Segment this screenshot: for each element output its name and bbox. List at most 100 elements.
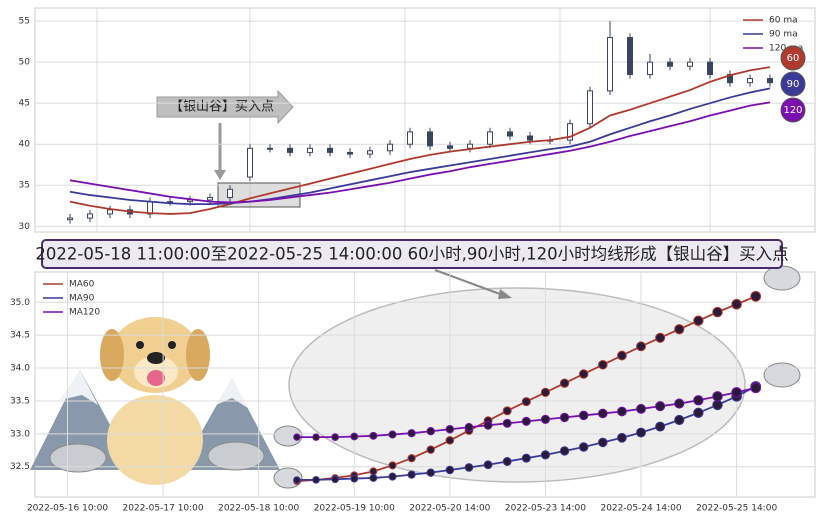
ma-point bbox=[578, 410, 589, 421]
ma-point bbox=[636, 403, 646, 414]
ma-point bbox=[693, 315, 704, 326]
ma-point bbox=[636, 341, 646, 352]
candle-body bbox=[487, 131, 493, 145]
ma-point bbox=[655, 421, 666, 432]
ma-point bbox=[750, 290, 762, 302]
ma-point bbox=[731, 387, 742, 398]
y-tick-label: 40 bbox=[19, 140, 31, 150]
end-badge-label: 120 bbox=[783, 105, 802, 116]
y-tick-label: 33.0 bbox=[10, 429, 30, 439]
ma-point bbox=[464, 422, 474, 432]
ma-point bbox=[369, 431, 378, 440]
x-tick-label: 2022-05-24 14:00 bbox=[600, 504, 681, 514]
candle-body bbox=[67, 217, 73, 221]
ma-point bbox=[559, 378, 570, 388]
ma-point bbox=[407, 429, 416, 438]
ma-line bbox=[69, 66, 771, 215]
down-arrow-head bbox=[214, 170, 226, 180]
annotation-arrow bbox=[156, 89, 294, 125]
ma-point bbox=[540, 450, 551, 460]
candle-body bbox=[467, 143, 473, 149]
candle-body bbox=[567, 123, 573, 141]
ma-point bbox=[712, 391, 723, 402]
candle-body bbox=[367, 150, 373, 155]
ma-point bbox=[559, 446, 570, 456]
ma-point bbox=[388, 461, 397, 470]
candle-body bbox=[407, 131, 413, 145]
y-tick-label: 35.0 bbox=[10, 298, 30, 308]
legend-label: 60 ma bbox=[769, 16, 798, 26]
ma-point bbox=[617, 432, 627, 443]
legend-label: MA120 bbox=[69, 308, 100, 318]
x-tick-label: 2022-05-25 14:00 bbox=[696, 504, 777, 514]
x-tick-label: 2022-05-16 10:00 bbox=[27, 504, 108, 514]
ma-point bbox=[521, 416, 531, 426]
candle-body bbox=[767, 78, 773, 84]
ma-point bbox=[407, 454, 416, 463]
ma-point bbox=[502, 457, 512, 466]
ma-point bbox=[540, 387, 551, 398]
ma-point bbox=[655, 332, 666, 343]
ma-point bbox=[388, 472, 397, 481]
ma-point bbox=[426, 445, 435, 454]
ma-point bbox=[693, 395, 704, 406]
ma-point bbox=[445, 424, 455, 434]
candle-body bbox=[107, 209, 113, 215]
end-badge-label: 90 bbox=[787, 79, 800, 90]
ma-point bbox=[331, 433, 339, 441]
legend-label: 90 ma bbox=[769, 30, 798, 40]
ma-point bbox=[483, 460, 493, 470]
ma-point bbox=[636, 427, 646, 438]
x-tick-label: 2022-05-18 10:00 bbox=[218, 504, 299, 514]
ma-point bbox=[331, 475, 339, 484]
ma-point bbox=[559, 412, 570, 423]
x-tick-label: 2022-05-17 10:00 bbox=[123, 504, 204, 514]
ma-point bbox=[597, 437, 608, 448]
candle-body bbox=[527, 135, 533, 141]
pointer-arrow bbox=[434, 269, 509, 298]
end-badge bbox=[780, 45, 806, 71]
ma-point bbox=[350, 474, 359, 483]
legend-label: MA90 bbox=[69, 294, 95, 304]
end-badge bbox=[780, 71, 806, 97]
y-tick-label: 55 bbox=[19, 17, 30, 27]
x-tick-label: 2022-05-19 10:00 bbox=[314, 504, 395, 514]
ma-point bbox=[674, 324, 685, 335]
candle-body bbox=[387, 143, 393, 152]
ma-point bbox=[597, 408, 608, 419]
ma-point bbox=[750, 382, 762, 394]
y-tick-label: 34.5 bbox=[10, 331, 30, 341]
candle-body bbox=[607, 37, 613, 92]
y-tick-label: 35 bbox=[19, 181, 30, 191]
legend-label: MA60 bbox=[69, 280, 95, 290]
ma-point bbox=[502, 406, 512, 416]
annotation: 【银山谷】买入点 bbox=[170, 100, 274, 115]
candle-body bbox=[667, 61, 673, 67]
ma-point bbox=[388, 430, 397, 439]
x-tick-label: 2022-05-23 14:00 bbox=[505, 504, 586, 514]
ma-point bbox=[617, 350, 627, 361]
ma-point bbox=[350, 432, 359, 441]
ma-point bbox=[312, 476, 320, 484]
ma-point bbox=[693, 407, 704, 418]
ma-point bbox=[578, 369, 589, 379]
y-tick-label: 33.5 bbox=[10, 396, 30, 406]
ma-point bbox=[578, 442, 589, 452]
top-plot-frame bbox=[34, 7, 816, 233]
ma-point bbox=[731, 298, 742, 310]
y-tick-label: 50 bbox=[19, 58, 31, 68]
banner bbox=[41, 239, 783, 269]
candle-body bbox=[227, 188, 233, 199]
ma-point bbox=[483, 420, 493, 430]
pointer-arrow-head bbox=[498, 289, 512, 299]
end-badge-label: 60 bbox=[787, 53, 800, 64]
top-vertical-grid bbox=[96, 8, 711, 232]
ma-point bbox=[597, 359, 608, 370]
candle-body bbox=[647, 61, 653, 75]
candle-body bbox=[587, 90, 593, 125]
ma-point bbox=[369, 467, 378, 476]
ma-point bbox=[426, 427, 435, 436]
candle-body bbox=[347, 151, 353, 155]
candle-body bbox=[447, 145, 453, 149]
candle-body bbox=[627, 37, 633, 75]
